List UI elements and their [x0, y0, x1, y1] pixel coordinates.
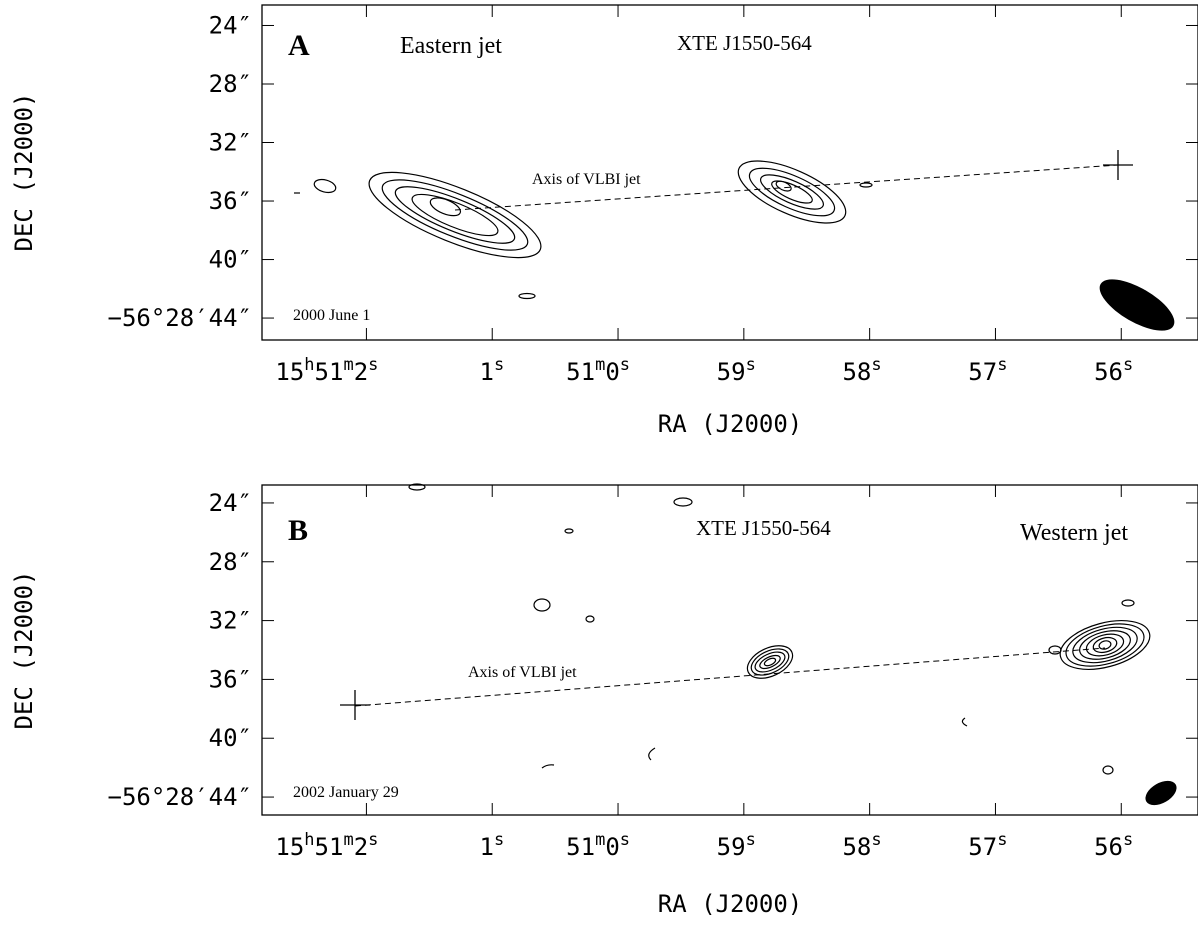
x-tick-label: 15h51m2s	[275, 355, 378, 386]
date-label: 2000 June 1	[293, 307, 370, 324]
y-axis-title: DEC (J2000)	[10, 571, 38, 730]
figure: A Eastern jet XTE J1550-564 Axis of VLBI…	[0, 0, 1198, 928]
x-tick-label: 51m0s	[566, 830, 630, 861]
x-tick-label: 58s	[842, 830, 881, 861]
y-axis-title: DEC (J2000)	[10, 93, 38, 252]
axis-annotation: Axis of VLBI jet	[532, 171, 641, 188]
x-tick-label: 58s	[842, 355, 881, 386]
date-label: 2002 January 29	[293, 784, 399, 801]
x-axis-title: RA (J2000)	[658, 890, 803, 918]
jet-label: Western jet	[1020, 520, 1128, 546]
y-tick-label: 28″	[209, 70, 252, 98]
y-tick-label: 24″	[209, 489, 252, 517]
page: {"chart_data": [ {"type": "contour", "pa…	[0, 0, 1198, 928]
y-tick-label: 28″	[209, 548, 252, 576]
y-tick-label: 32″	[209, 607, 252, 635]
beam	[1092, 269, 1182, 340]
y-tick-label: −56°28′44″	[108, 783, 253, 811]
panel-title: XTE J1550-564	[677, 31, 812, 55]
x-tick-label: 56s	[1094, 830, 1133, 861]
x-tick-label: 51m0s	[566, 355, 630, 386]
y-tick-label: 36″	[209, 665, 252, 693]
x-tick-label: 59s	[717, 355, 756, 386]
y-tick-label: 24″	[209, 11, 252, 39]
x-tick-label: 15h51m2s	[275, 830, 378, 861]
y-tick-label: 40″	[209, 246, 252, 274]
panel-title: XTE J1550-564	[696, 516, 831, 540]
y-tick-label: 32″	[209, 129, 252, 157]
beam	[1141, 776, 1180, 810]
core-position	[1103, 150, 1133, 180]
y-tick-label: 36″	[209, 187, 252, 215]
x-tick-label: 56s	[1094, 355, 1133, 386]
core-position	[340, 690, 370, 720]
x-axis-title: RA (J2000)	[658, 410, 803, 438]
panel-label: A	[288, 29, 310, 62]
y-tick-label: 40″	[209, 724, 252, 752]
x-tick-label: 57s	[968, 830, 1007, 861]
y-tick-label: −56°28′44″	[108, 304, 253, 332]
x-tick-label: 57s	[968, 355, 1007, 386]
axis-annotation: Axis of VLBI jet	[468, 664, 577, 681]
x-tick-label: 59s	[717, 830, 756, 861]
jet-label: Eastern jet	[400, 33, 502, 59]
panel-label: B	[288, 514, 308, 547]
x-tick-label: 1s	[480, 830, 505, 861]
x-tick-label: 1s	[480, 355, 505, 386]
